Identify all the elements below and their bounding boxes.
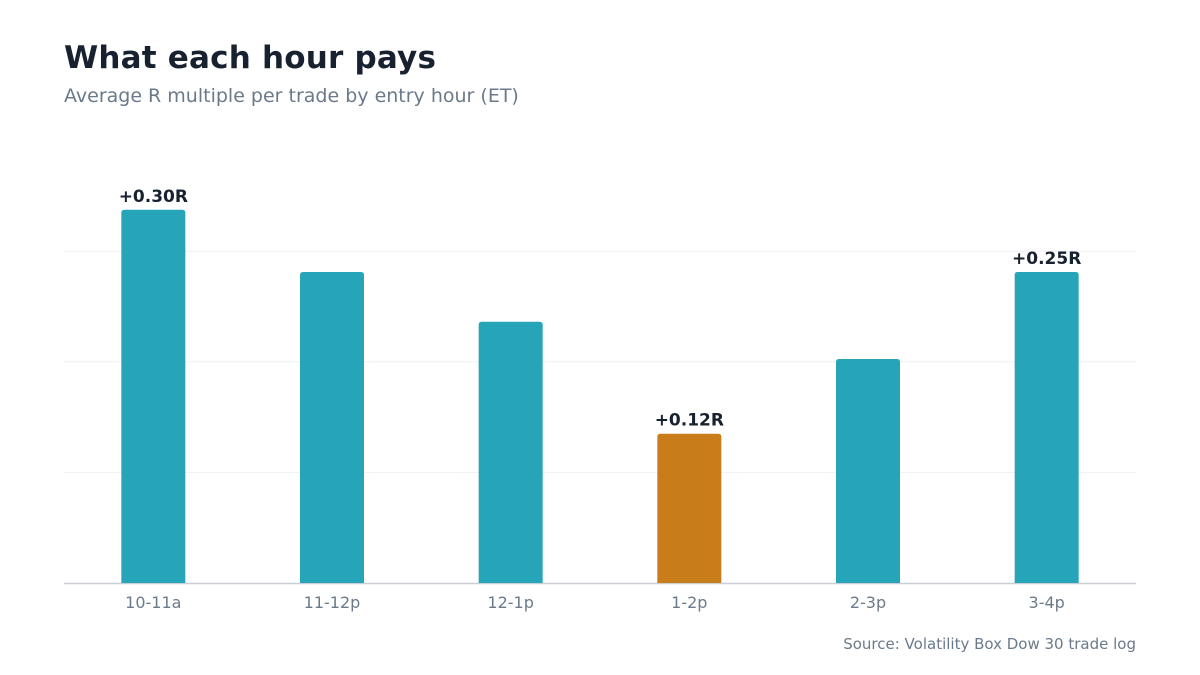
value-label: +0.12R [655, 411, 724, 431]
bar-1-2p [657, 433, 722, 583]
chart-subtitle: Average R multiple per trade by entry ho… [64, 85, 519, 107]
value-label: +0.30R [119, 187, 188, 207]
x-tick-label: 10-11a [125, 593, 181, 612]
x-tick-label: 12-1p [487, 593, 533, 612]
chart-title: What each hour pays [64, 40, 437, 76]
x-tick-label: 11-12p [304, 593, 361, 612]
value-label: +0.25R [1012, 249, 1081, 269]
bar-12-1p [478, 321, 543, 583]
gridlines [64, 250, 1136, 585]
bar-2-3p [836, 359, 900, 583]
x-tick-label: 1-2p [671, 593, 707, 612]
bar-10-11a [121, 209, 186, 583]
bars [121, 209, 1079, 583]
x-tick-labels: 10-11a 11-12p 12-1p 1-2p 2-3p 3-4p [125, 593, 1065, 612]
bar-3-4p [1014, 271, 1079, 583]
value-labels: +0.30R +0.12R +0.25R [119, 187, 1082, 431]
x-tick-label: 2-3p [850, 593, 886, 612]
bar-11-12p [300, 271, 364, 583]
x-tick-label: 3-4p [1029, 593, 1065, 612]
source-note: Source: Volatility Box Dow 30 trade log [843, 635, 1136, 653]
